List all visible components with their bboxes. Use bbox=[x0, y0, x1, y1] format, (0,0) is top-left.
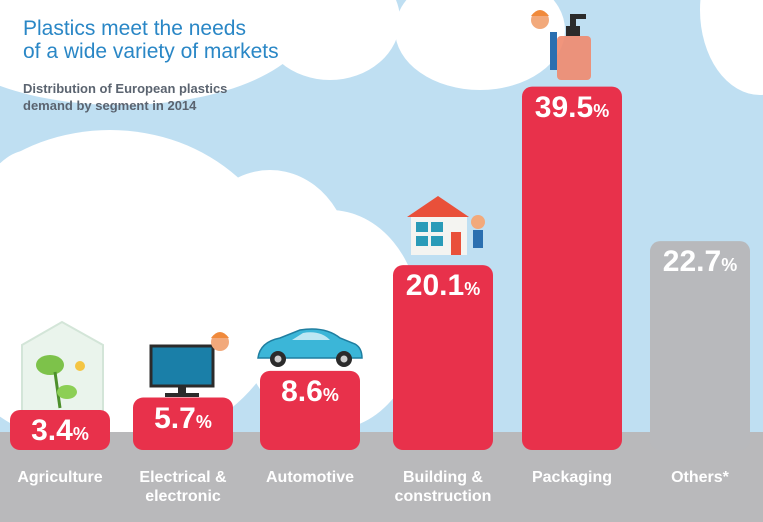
bar-value-number: 20.1 bbox=[405, 269, 465, 303]
category-label: Electrical & electronic bbox=[118, 468, 248, 506]
category-label: Automotive bbox=[245, 468, 375, 487]
bar-value-percent-sign: % bbox=[464, 279, 481, 300]
bar-value-number: 39.5 bbox=[534, 90, 594, 124]
bar-others bbox=[650, 241, 750, 450]
bar-value-percent-sign: % bbox=[593, 100, 610, 121]
category-label-line: construction bbox=[394, 488, 492, 505]
category-label: Packaging bbox=[507, 468, 637, 487]
bar-value-label: 8.6% bbox=[260, 375, 360, 409]
house-icon bbox=[407, 196, 485, 255]
category-label-line: Electrical & bbox=[139, 469, 227, 486]
bar-value-percent-sign: % bbox=[721, 255, 738, 276]
category-label: Building & construction bbox=[378, 468, 508, 506]
bar-electrical-electronic bbox=[133, 397, 233, 450]
category-label-line: Others* bbox=[671, 469, 729, 486]
bar-value-label: 22.7% bbox=[650, 245, 750, 279]
bar-value-number: 3.4 bbox=[31, 414, 73, 447]
category-label-line: electronic bbox=[145, 488, 221, 505]
page-subtitle: Distribution of European plastics demand… bbox=[23, 81, 228, 113]
bar-building-construction bbox=[393, 265, 493, 450]
bar-value-number: 22.7 bbox=[662, 245, 722, 279]
category-label-line: Packaging bbox=[531, 469, 613, 486]
page-title: Plastics meet the needs of a wide variet… bbox=[23, 17, 279, 63]
bar-packaging bbox=[522, 86, 622, 450]
bar-automotive bbox=[260, 370, 360, 450]
car-icon bbox=[257, 328, 363, 367]
bar-value-label: 20.1% bbox=[393, 269, 493, 303]
bottle-icon bbox=[531, 10, 591, 80]
category-label: Agriculture bbox=[0, 468, 125, 487]
category-label-line: Agriculture bbox=[17, 469, 103, 486]
category-label-line: Building & bbox=[403, 469, 483, 486]
bar-value-number: 8.6 bbox=[281, 374, 323, 408]
category-label: Others* bbox=[635, 468, 763, 487]
bar-value-label: 39.5% bbox=[522, 91, 622, 125]
bar-value-label: 3.4% bbox=[10, 414, 110, 448]
ground-strip bbox=[0, 432, 763, 522]
bar-agriculture bbox=[10, 410, 110, 450]
greenhouse-icon bbox=[21, 320, 104, 421]
bar-value-label: 5.7% bbox=[133, 402, 233, 436]
bar-value-percent-sign: % bbox=[72, 424, 89, 444]
monitor-icon bbox=[149, 332, 229, 397]
category-label-line: Automotive bbox=[266, 469, 354, 486]
bar-value-percent-sign: % bbox=[322, 384, 339, 405]
bar-value-number: 5.7 bbox=[154, 401, 196, 435]
bar-value-percent-sign: % bbox=[195, 411, 212, 432]
